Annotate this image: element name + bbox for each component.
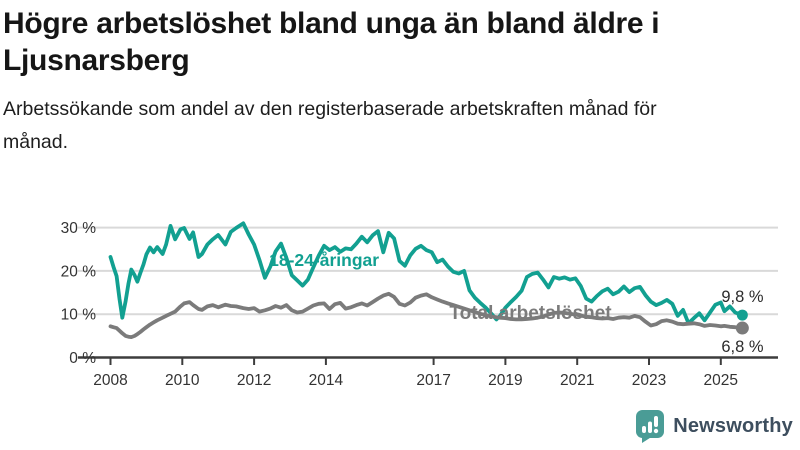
series-end-dot (735, 321, 749, 335)
series-end-dot (736, 309, 748, 321)
x-tick-label: 2017 (416, 372, 450, 389)
x-tick-label: 2008 (93, 372, 127, 389)
x-tick-label: 2019 (488, 372, 522, 389)
series-line-youth (108, 221, 745, 326)
header: Högre arbetslöshet bland unga än bland ä… (0, 0, 800, 160)
x-tick-label: 2021 (560, 372, 594, 389)
x-tick-label: 2025 (704, 372, 738, 389)
chart-title: Högre arbetslöshet bland unga än bland ä… (3, 7, 660, 77)
chart-subtitle: Arbetssökande som andel av den registerb… (3, 97, 657, 154)
x-tick-label: 2023 (632, 372, 666, 389)
newsworthy-logo: Newsworthy (635, 409, 793, 443)
brand-name: Newsworthy (673, 414, 793, 437)
x-tick-label: 2014 (309, 372, 344, 389)
y-tick-label: 20 % (61, 263, 97, 280)
bar-chart-speech-bubble-icon (636, 410, 665, 443)
end-value-label: 6,8 % (721, 338, 764, 356)
y-tick-label: 10 % (61, 307, 97, 324)
y-tick-label: 30 % (61, 220, 97, 237)
x-tick-label: 2012 (237, 372, 271, 389)
series-line-total (108, 291, 745, 340)
end-value-label: 9,8 % (721, 288, 764, 306)
y-tick-label: 0 % (69, 350, 96, 367)
series-label: Total arbetslöshet (449, 303, 612, 324)
x-tick-label: 2010 (165, 372, 200, 389)
series-label: 18-24-åringar (269, 250, 379, 270)
